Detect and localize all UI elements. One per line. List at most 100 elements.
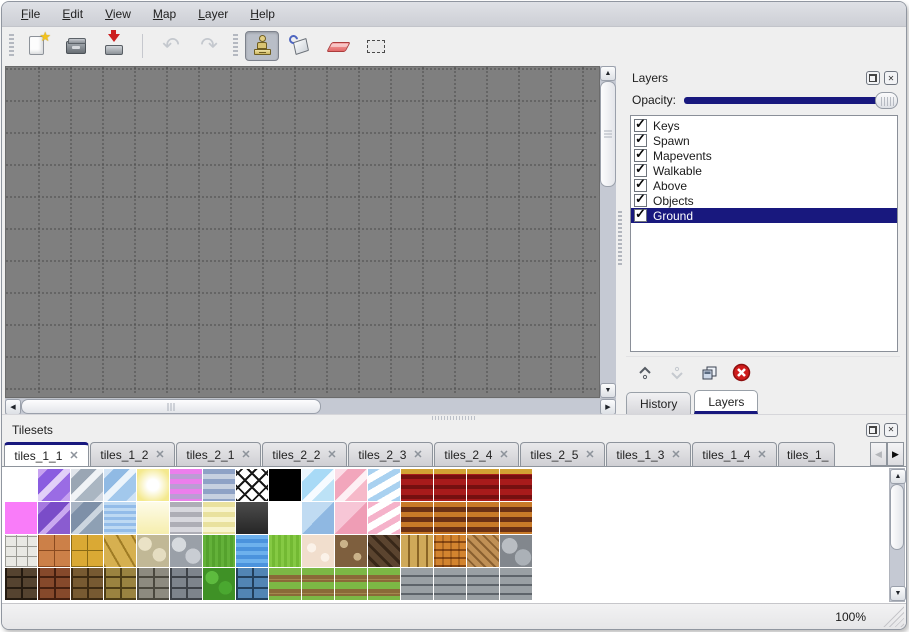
tile-1-6[interactable] — [203, 502, 235, 534]
float-panel-button[interactable] — [866, 71, 880, 85]
tile-0-14[interactable] — [467, 469, 499, 501]
tileset-tab-tiles_2_1[interactable]: tiles_2_1 ✕ — [176, 442, 261, 466]
tile-3-9[interactable] — [302, 568, 334, 600]
tile-1-10[interactable] — [335, 502, 367, 534]
dock-splitter[interactable] — [616, 64, 624, 414]
map-vertical-scrollbar[interactable]: ▲ ▼ — [600, 66, 616, 398]
tile-0-15[interactable] — [500, 469, 532, 501]
scroll-left-arrow[interactable]: ◀ — [5, 399, 21, 415]
menu-map[interactable]: Map — [152, 7, 177, 21]
tile-3-1[interactable] — [38, 568, 70, 600]
tile-1-11[interactable] — [368, 502, 400, 534]
close-tilesets-button[interactable]: ✕ — [884, 422, 898, 437]
tile-2-11[interactable] — [368, 535, 400, 567]
scrollbar-track[interactable] — [600, 187, 616, 383]
tile-2-4[interactable] — [137, 535, 169, 567]
tile-2-5[interactable] — [170, 535, 202, 567]
map-horizontal-scrollbar[interactable]: ◀ ▶ — [5, 398, 616, 415]
tile-1-14[interactable] — [467, 502, 499, 534]
opacity-slider-handle[interactable] — [875, 91, 898, 109]
close-tab-icon[interactable]: ✕ — [241, 449, 251, 461]
tile-0-6[interactable] — [203, 469, 235, 501]
tile-0-1[interactable] — [38, 469, 70, 501]
open-map-button[interactable] — [59, 31, 93, 61]
menu-help[interactable]: Help — [250, 7, 275, 21]
tile-1-5[interactable] — [170, 502, 202, 534]
scroll-up-arrow[interactable]: ▲ — [600, 66, 616, 81]
eraser-tool-button[interactable] — [321, 31, 355, 61]
tile-3-5[interactable] — [170, 568, 202, 600]
dock-tab-history[interactable]: History — [626, 392, 692, 414]
select-tool-button[interactable] — [359, 31, 393, 61]
tile-3-3[interactable] — [104, 568, 136, 600]
tile-1-13[interactable] — [434, 502, 466, 534]
tileset-tab-tiles_1_[interactable]: tiles_1_✕ — [778, 442, 835, 466]
scrollbar-thumb[interactable] — [21, 399, 321, 414]
tile-2-8[interactable] — [269, 535, 301, 567]
tile-0-0[interactable] — [5, 469, 37, 501]
close-tab-icon[interactable]: ✕ — [671, 449, 681, 461]
save-map-button[interactable] — [97, 29, 131, 61]
tile-3-8[interactable] — [269, 568, 301, 600]
tile-0-2[interactable] — [71, 469, 103, 501]
tile-3-10[interactable] — [335, 568, 367, 600]
close-tab-icon[interactable]: ✕ — [499, 449, 509, 461]
close-panel-button[interactable]: ✕ — [884, 71, 898, 85]
tile-3-4[interactable] — [137, 568, 169, 600]
close-tab-icon[interactable]: ✕ — [585, 449, 595, 461]
tile-3-14[interactable] — [467, 568, 499, 600]
tile-3-0[interactable] — [5, 568, 37, 600]
tile-1-1[interactable] — [38, 502, 70, 534]
tile-2-3[interactable] — [104, 535, 136, 567]
close-tab-icon[interactable]: ✕ — [155, 449, 165, 461]
tile-0-10[interactable] — [335, 469, 367, 501]
tile-2-10[interactable] — [335, 535, 367, 567]
fill-tool-button[interactable] — [283, 31, 317, 61]
move-layer-down-button[interactable] — [666, 362, 688, 384]
tile-1-0[interactable] — [5, 502, 37, 534]
tileset-tab-tiles_1_4[interactable]: tiles_1_4 ✕ — [692, 442, 777, 466]
tilesets-drag-handle[interactable] — [432, 416, 476, 420]
new-map-button[interactable]: ★ — [21, 29, 55, 61]
tile-2-2[interactable] — [71, 535, 103, 567]
redo-button[interactable]: ↷ — [192, 31, 226, 61]
tileset-tab-tiles_2_5[interactable]: tiles_2_5 ✕ — [520, 442, 605, 466]
tile-1-3[interactable] — [104, 502, 136, 534]
tile-2-14[interactable] — [467, 535, 499, 567]
scrollbar-track[interactable] — [321, 399, 600, 414]
undo-button[interactable]: ↶ — [154, 31, 188, 61]
tile-0-3[interactable] — [104, 469, 136, 501]
tabs-scroll-right-arrow[interactable]: ▶ — [887, 442, 904, 466]
scroll-up-arrow[interactable]: ▲ — [890, 469, 906, 484]
layer-visibility-checkbox[interactable] — [634, 209, 647, 222]
tile-3-7[interactable] — [236, 568, 268, 600]
tile-0-8[interactable] — [269, 469, 301, 501]
duplicate-layer-button[interactable] — [698, 362, 720, 384]
scrollbar-track[interactable] — [890, 550, 904, 586]
tile-1-8[interactable] — [269, 502, 301, 534]
layer-row-keys[interactable]: Keys — [631, 118, 897, 133]
layer-row-ground[interactable]: Ground — [631, 208, 897, 223]
tile-1-12[interactable] — [401, 502, 433, 534]
menu-edit[interactable]: Edit — [62, 7, 84, 21]
layer-row-mapevents[interactable]: Mapevents — [631, 148, 897, 163]
tile-2-7[interactable] — [236, 535, 268, 567]
tile-2-1[interactable] — [38, 535, 70, 567]
tile-2-15[interactable] — [500, 535, 532, 567]
move-layer-up-button[interactable] — [634, 362, 656, 384]
layer-row-above[interactable]: Above — [631, 178, 897, 193]
tile-3-13[interactable] — [434, 568, 466, 600]
menu-layer[interactable]: Layer — [198, 7, 229, 21]
scrollbar-thumb[interactable] — [600, 81, 616, 187]
tabs-scroll-left-arrow[interactable]: ◀ — [870, 442, 887, 466]
map-canvas[interactable] — [5, 66, 600, 398]
close-tab-icon[interactable]: ✕ — [327, 449, 337, 461]
tile-3-11[interactable] — [368, 568, 400, 600]
tile-0-7[interactable] — [236, 469, 268, 501]
layer-row-objects[interactable]: Objects — [631, 193, 897, 208]
tile-0-12[interactable] — [401, 469, 433, 501]
tile-0-5[interactable] — [170, 469, 202, 501]
tile-2-0[interactable] — [5, 535, 37, 567]
tileset-tab-tiles_1_1[interactable]: tiles_1_1 ✕ — [4, 442, 89, 466]
scroll-down-arrow[interactable]: ▼ — [890, 586, 906, 601]
